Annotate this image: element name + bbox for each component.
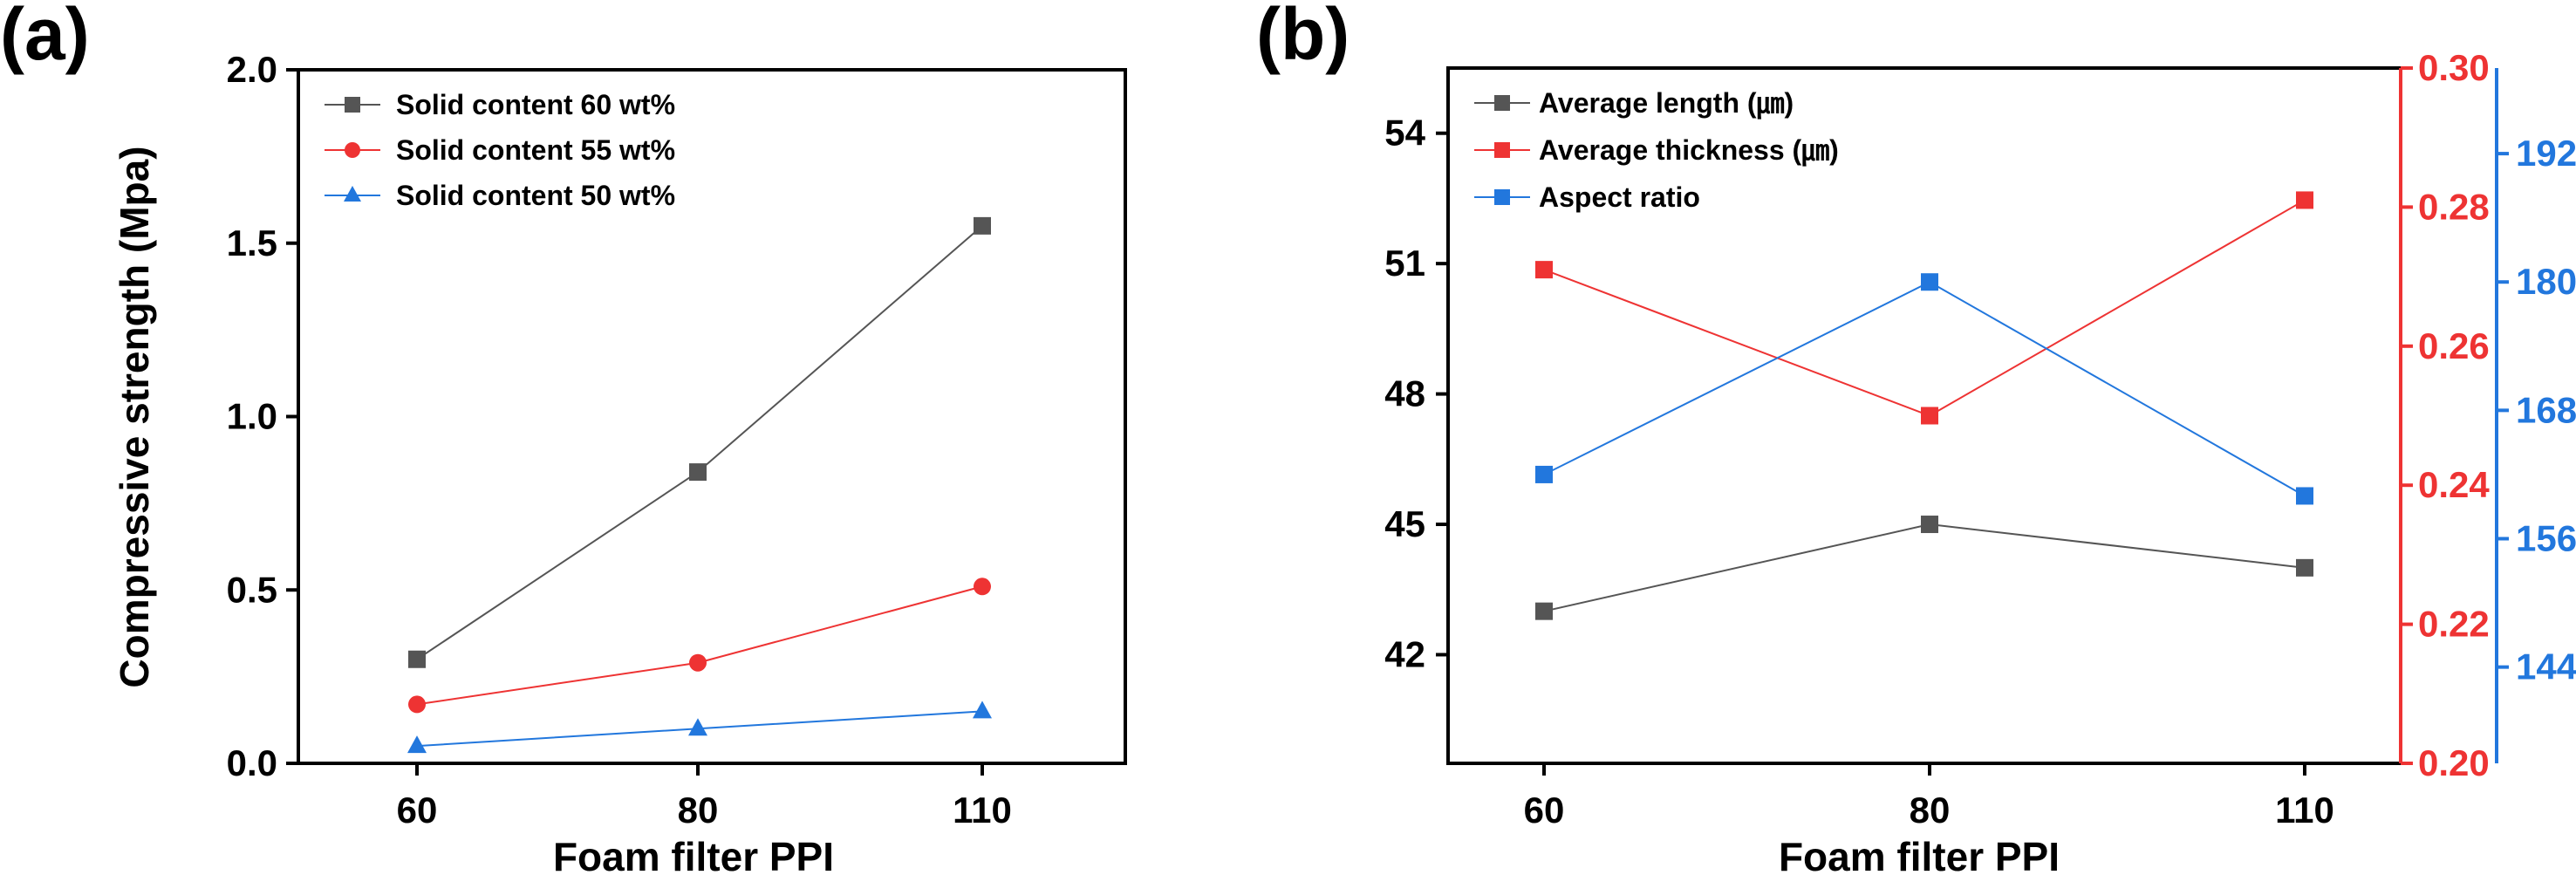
right-y-tick-label: 0.30 (2418, 47, 2490, 88)
data-point-1-0 (408, 695, 426, 714)
data-point-0-0 (408, 650, 426, 668)
data-point-1-2 (974, 578, 991, 596)
left-y-tick-label: 45 (1384, 503, 1425, 544)
data-point-2-1 (688, 718, 707, 736)
x-tick-label: 110 (953, 790, 1012, 831)
series-line-1 (1543, 199, 2306, 417)
x-tick-label: 80 (678, 790, 719, 831)
legend-label: Solid content 60 wt% (396, 89, 675, 120)
panel-b-legend: Average length (㎛) Average thickness (㎛) A… (1474, 87, 1839, 213)
legend-label: Solid content 55 wt% (396, 134, 675, 166)
y-tick-label: 2.0 (227, 49, 277, 90)
panel-a-y-ticks: 0.0 0.5 1.0 1.5 2.0 (227, 49, 298, 783)
legend-marker (345, 97, 360, 113)
legend-marker (1494, 142, 1510, 158)
legend-marker (1494, 189, 1510, 205)
panel-b-left-y-ticks: 42 45 48 51 54 (1384, 113, 1448, 674)
panel-a-series (407, 216, 992, 754)
data-point-2-0 (407, 735, 427, 754)
x-tick-label: 110 (2275, 790, 2334, 831)
series-line-0 (416, 225, 983, 660)
panel-b-x-ticks: 60 80 110 (1524, 763, 2334, 831)
legend-label: Solid content 50 wt% (396, 180, 675, 211)
right2-y-tick-label: 144 (2516, 646, 2576, 687)
data-point-0-0 (1535, 602, 1553, 620)
panel-a-chart: (a) 0.0 0.5 1.0 1.5 2.0 60 80 110 Foam filter … (0, 0, 1127, 875)
data-point-2-0 (1535, 465, 1553, 483)
panel-a-y-axis-title: Compressive strength (Mpa) (112, 146, 157, 687)
y-tick-label: 1.0 (227, 396, 277, 437)
right2-y-tick-label: 180 (2516, 261, 2576, 302)
panel-b-label: (b) (1256, 0, 1349, 75)
panel-a-x-axis-title: Foam filter PPI (553, 834, 834, 875)
x-tick-label: 60 (397, 790, 438, 831)
data-point-0-1 (689, 463, 707, 482)
panel-b-right2-y-ticks: 144 156 168 180 192 (2497, 133, 2576, 687)
legend-marker (345, 142, 360, 158)
left-y-tick-label: 42 (1384, 633, 1425, 674)
panel-a-x-ticks: 60 80 110 (397, 763, 1012, 831)
right2-y-tick-label: 192 (2516, 133, 2576, 174)
legend-marker (1494, 95, 1510, 111)
data-point-0-1 (1921, 516, 1938, 534)
data-point-1-2 (2296, 191, 2313, 209)
legend-label: Aspect ratio (1539, 181, 1700, 213)
x-tick-label: 60 (1524, 790, 1565, 831)
data-point-0-2 (2296, 558, 2313, 577)
right-y-tick-label: 0.20 (2418, 742, 2490, 783)
panel-a-legend: Solid content 60 wt% Solid content 55 wt%… (325, 89, 675, 211)
left-y-tick-label: 54 (1384, 113, 1425, 154)
panel-b-right-y-ticks: 0.20 0.22 0.24 0.26 0.28 0.30 (2401, 47, 2490, 783)
data-point-0-2 (974, 216, 991, 235)
series-line-2 (1543, 281, 2306, 497)
series-line-0 (1543, 523, 2306, 612)
panel-a-label: (a) (0, 0, 90, 75)
y-tick-label: 1.5 (227, 222, 277, 263)
data-point-2-2 (973, 701, 992, 719)
right-y-tick-label: 0.22 (2418, 604, 2490, 645)
legend-label: Average length (㎛) (1539, 87, 1794, 120)
legend-label: Average thickness (㎛) (1539, 134, 1839, 167)
right-y-tick-label: 0.26 (2418, 325, 2490, 366)
data-point-1-0 (1535, 261, 1553, 279)
right2-y-tick-label: 156 (2516, 518, 2576, 559)
right-y-tick-label: 0.24 (2418, 464, 2490, 505)
series-line-1 (416, 585, 983, 706)
left-y-tick-label: 48 (1384, 373, 1425, 414)
data-point-2-1 (1921, 273, 1938, 291)
panel-b-x-axis-title: Foam filter PPI (1779, 834, 2060, 875)
legend-marker (344, 186, 361, 202)
y-tick-label: 0.5 (227, 569, 277, 610)
data-point-2-2 (2296, 487, 2313, 505)
y-tick-label: 0.0 (227, 742, 277, 783)
right2-y-tick-label: 168 (2516, 389, 2576, 430)
data-point-1-1 (689, 653, 707, 672)
x-tick-label: 80 (1910, 790, 1951, 831)
panel-b-series (1535, 191, 2313, 620)
right-y-tick-label: 0.28 (2418, 186, 2490, 227)
left-y-tick-label: 51 (1384, 243, 1425, 284)
data-point-1-1 (1921, 407, 1938, 425)
